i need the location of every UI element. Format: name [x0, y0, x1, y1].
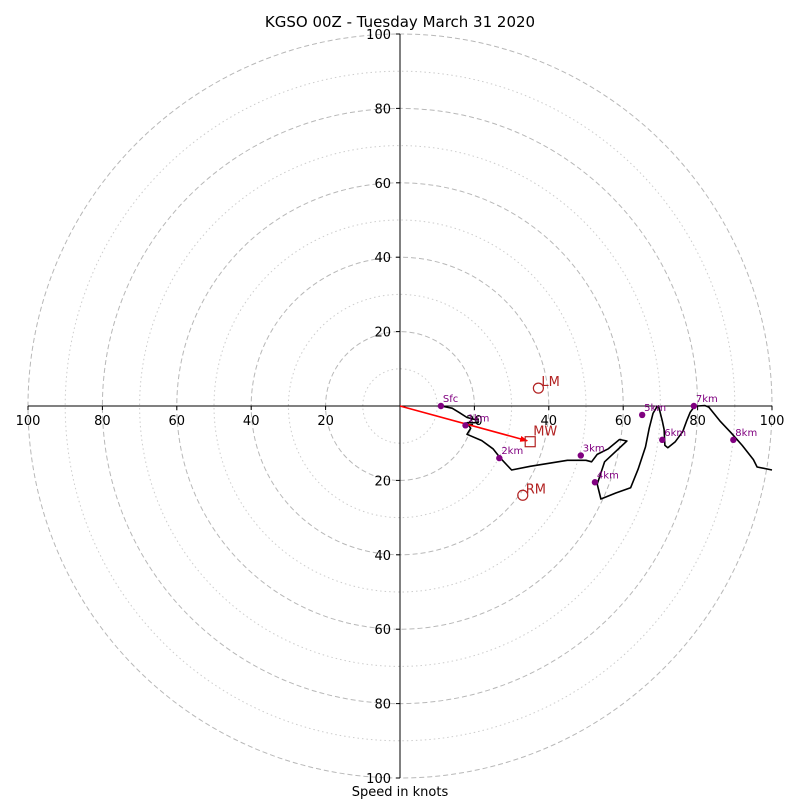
x-tick-label: 100 [16, 414, 41, 429]
height-marker [577, 452, 584, 459]
y-tick-label: 100 [366, 772, 391, 787]
height-marker-label: 8km [735, 428, 757, 439]
chart-title: KGSO 00Z - Tuesday March 31 2020 [265, 13, 535, 31]
x-axis-label: Speed in knots [352, 785, 449, 800]
x-tick-label: 60 [615, 414, 632, 429]
x-tick-label: 60 [169, 414, 186, 429]
height-marker-label: Sfc [443, 394, 458, 405]
y-tick-label: 60 [374, 177, 391, 192]
height-marker [638, 411, 646, 419]
x-tick-label: 80 [689, 414, 706, 429]
y-tick-label: 80 [374, 698, 391, 713]
hodograph-trace-group [440, 404, 773, 500]
y-tick-label: 80 [374, 102, 391, 117]
x-tick-label: 80 [94, 414, 111, 429]
left-mover-marker [532, 382, 544, 394]
height-marker-label: 7km [696, 394, 718, 405]
right-mover-label: RM [526, 482, 546, 497]
y-tick-label: 40 [374, 251, 391, 266]
hodograph-trace [440, 404, 773, 500]
y-tick-label: 20 [374, 326, 391, 341]
height-marker [437, 402, 445, 410]
y-tick-label: 60 [374, 623, 391, 638]
y-tick-label: 40 [374, 549, 391, 564]
right-mover-marker [517, 489, 529, 501]
mean-wind-marker [524, 436, 536, 448]
height-marker [730, 436, 737, 444]
x-tick-label: 40 [243, 414, 260, 429]
mean-wind-label: MW [533, 425, 557, 440]
x-tick-label: 100 [760, 414, 785, 429]
y-tick-label: 20 [374, 474, 391, 489]
height-marker [496, 454, 503, 462]
y-ticks: 100 80 60 40 20 20 40 60 80 100 [366, 28, 400, 787]
storm-motion-group: MW LM RM [399, 375, 560, 501]
height-marker [659, 436, 666, 444]
height-marker-label: 1km [467, 413, 489, 424]
height-marker [462, 422, 469, 429]
height-marker [591, 479, 599, 486]
height-marker-label: 6km [664, 428, 686, 439]
left-mover-label: LM [541, 375, 559, 390]
height-markers: Sfc 1km 2km 3km 4km 5km 6km 7km 8km [437, 394, 757, 486]
height-marker-label: 4km [597, 470, 619, 481]
height-marker-label: 2km [501, 446, 523, 457]
height-marker [690, 402, 698, 410]
x-tick-label: 20 [317, 414, 334, 429]
y-tick-label: 100 [366, 28, 391, 43]
x-tick-label: 40 [541, 414, 558, 429]
height-marker-label: 5km [644, 403, 666, 414]
height-marker-label: 3km [583, 443, 605, 454]
